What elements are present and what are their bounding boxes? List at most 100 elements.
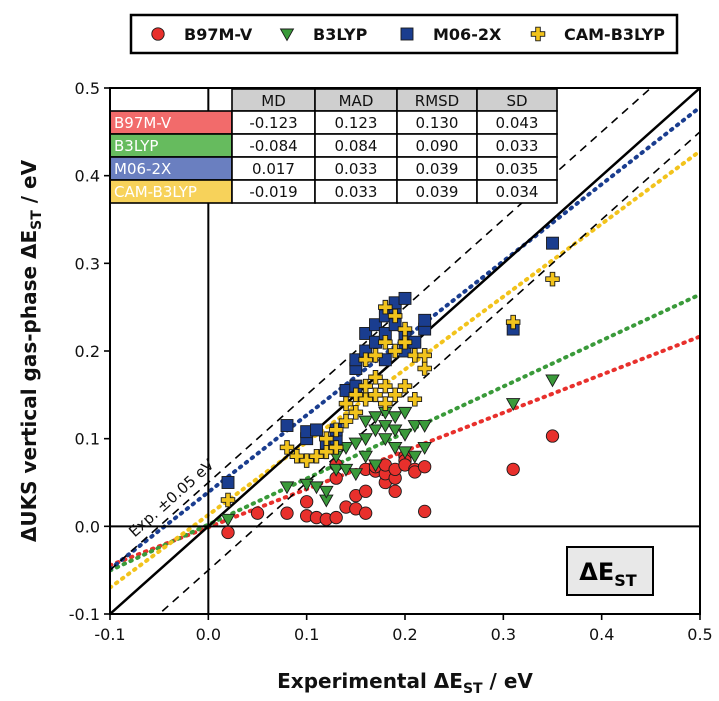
y-tick-label: 0.1 xyxy=(75,430,100,449)
data-point xyxy=(368,370,383,385)
data-point xyxy=(545,374,560,388)
data-point xyxy=(387,424,403,438)
panel-label-box: ΔEST xyxy=(566,546,654,596)
data-point xyxy=(378,299,393,315)
legend-entry-b97m-v: B97M-V xyxy=(151,25,253,44)
data-point xyxy=(417,441,432,455)
data-point xyxy=(279,481,295,495)
data-point xyxy=(358,352,373,368)
data-point xyxy=(358,450,373,464)
data-point xyxy=(407,420,423,433)
series-b3lyp xyxy=(220,374,560,527)
data-point xyxy=(329,510,343,525)
stats-table: MD MAD RMSD SD B97M-V -0.123 0.123 0.130 0.043 B3… xyxy=(109,88,558,204)
x-tick-label: -0.1 xyxy=(94,625,125,644)
data-point xyxy=(319,444,334,460)
data-point xyxy=(378,433,393,447)
data-point xyxy=(397,406,413,420)
data-point xyxy=(378,396,393,411)
x-tick-label: 0.1 xyxy=(294,625,319,644)
table-cell-value: 0.090 xyxy=(416,137,459,155)
data-point xyxy=(280,506,294,520)
legend-marker xyxy=(530,26,546,42)
data-point xyxy=(388,484,402,498)
data-point xyxy=(407,348,423,363)
y-tick-label: 0.4 xyxy=(75,167,100,186)
data-point xyxy=(280,419,294,432)
data-point xyxy=(505,314,521,330)
table-cell-value: 0.123 xyxy=(335,114,378,132)
data-point xyxy=(299,453,314,468)
series-cam-b3lyp xyxy=(220,271,560,508)
data-point xyxy=(338,396,354,411)
data-point xyxy=(387,343,403,359)
data-point xyxy=(359,506,373,520)
y-tick-label: -0.1 xyxy=(69,605,100,624)
data-point xyxy=(359,327,373,340)
data-point xyxy=(418,460,432,474)
data-point xyxy=(348,405,364,420)
data-point xyxy=(358,378,373,394)
data-point xyxy=(319,485,334,499)
data-point xyxy=(300,495,314,509)
data-point xyxy=(338,463,354,477)
data-point xyxy=(328,422,344,438)
legend-entry-cam-b3lyp: CAM-B3LYP xyxy=(530,25,665,44)
data-point xyxy=(221,525,235,540)
x-tick-label: 0.0 xyxy=(196,625,221,644)
data-point xyxy=(407,450,423,464)
data-point xyxy=(378,420,393,433)
data-point xyxy=(397,321,413,337)
table-cell-value: -0.019 xyxy=(249,183,297,201)
data-point xyxy=(348,468,364,482)
table-cell-value: -0.084 xyxy=(249,137,297,155)
data-point xyxy=(378,334,393,350)
table-cell xyxy=(476,179,558,204)
data-point xyxy=(221,476,235,489)
y-axis-label: ΔUKS vertical gas-phase ΔEST / eV xyxy=(17,159,45,542)
table-cell-value: 0.039 xyxy=(416,183,459,201)
data-point xyxy=(250,506,265,520)
data-point xyxy=(506,462,520,476)
data-point xyxy=(309,481,324,495)
data-point xyxy=(358,433,373,447)
table-row-name: CAM-B3LYP xyxy=(114,183,197,201)
data-point xyxy=(378,378,393,394)
data-point xyxy=(319,431,334,446)
table-cell-value: 0.035 xyxy=(496,160,539,178)
data-point xyxy=(417,348,432,363)
legend: B97M-V B3LYP M06-2X CAM-B3LYP xyxy=(129,13,679,55)
data-point xyxy=(398,291,412,305)
x-tick-label: 0.2 xyxy=(392,625,417,644)
data-point xyxy=(545,271,560,287)
data-point xyxy=(546,236,559,250)
table-row-name: M06-2X xyxy=(114,160,171,178)
x-axis-label: Experimental ΔEST / eV xyxy=(277,669,533,697)
table-cell-value: 0.043 xyxy=(496,114,539,132)
y-tick-label: 0.0 xyxy=(75,517,100,536)
x-tick-label: 0.4 xyxy=(589,625,614,644)
panel-label: ΔEST xyxy=(579,558,636,590)
data-point xyxy=(368,459,383,473)
table-cell-value: 0.033 xyxy=(335,160,378,178)
legend-entry-b3lyp: B3LYP xyxy=(279,25,368,44)
data-point xyxy=(397,428,413,442)
legend-entry-m06-2x: M06-2X xyxy=(400,25,502,44)
data-point xyxy=(387,411,403,425)
data-point xyxy=(387,387,403,403)
table-cell-value: 0.017 xyxy=(252,160,295,178)
data-point xyxy=(328,463,344,477)
legend-label: B3LYP xyxy=(313,25,368,44)
data-point xyxy=(505,398,521,412)
x-tick-label: 0.5 xyxy=(687,625,712,644)
table-cell-value: 0.034 xyxy=(496,183,539,201)
data-point xyxy=(358,415,373,429)
table-cell-value: 0.033 xyxy=(335,183,378,201)
table-header-label: RMSD xyxy=(415,92,459,110)
legend-marker xyxy=(279,28,295,42)
data-point xyxy=(368,348,383,363)
legend-marker xyxy=(151,27,165,41)
data-point xyxy=(309,448,324,464)
data-point xyxy=(545,429,560,443)
data-point xyxy=(418,313,432,327)
